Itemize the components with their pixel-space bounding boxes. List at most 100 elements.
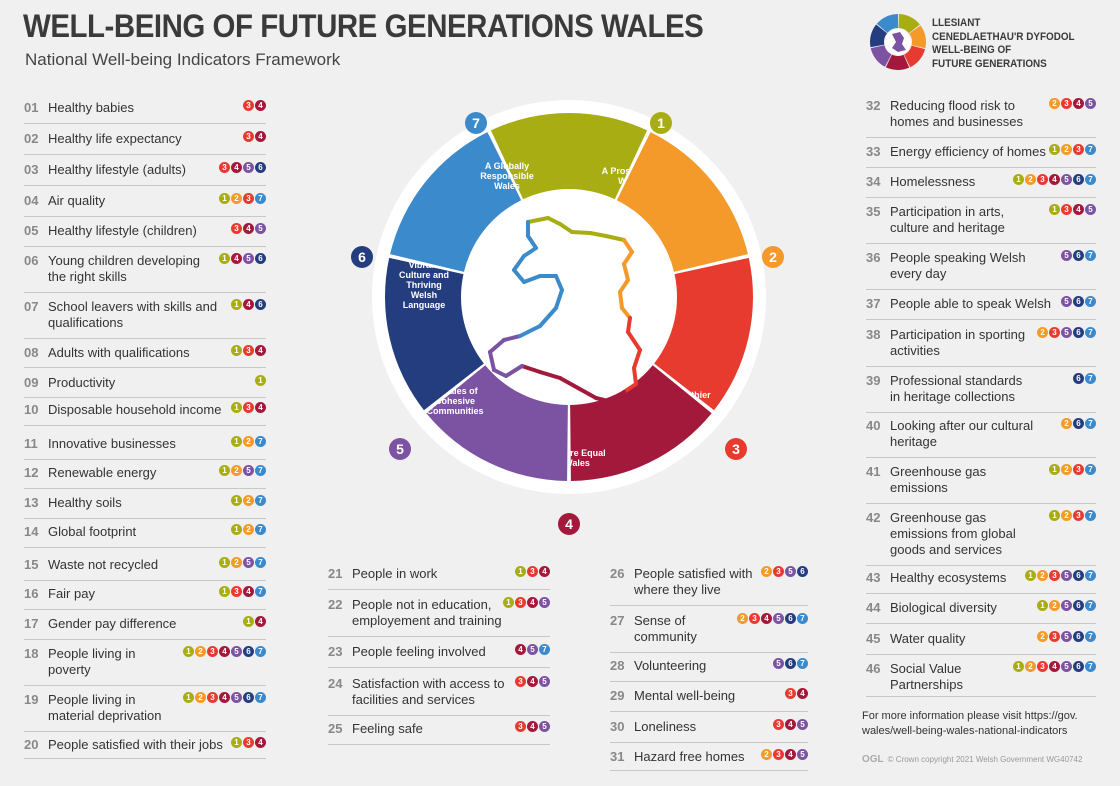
goal-3-badge: 3 xyxy=(773,566,784,577)
indicator-label: Participation in arts, culture and herit… xyxy=(890,204,1005,235)
copyright-text: OGL © Crown copyright 2021 Welsh Governme… xyxy=(862,754,1083,765)
goal-1-badge: 1 xyxy=(231,495,242,506)
goal-1-badge: 1 xyxy=(231,345,242,356)
goal-number-7: 7 xyxy=(472,115,480,131)
indicator-number: 04 xyxy=(24,193,39,208)
indicator-row: 03 Healthy lifestyle (adults) 3 4 5 6 xyxy=(24,162,266,186)
goal-3-badge: 3 xyxy=(207,646,218,657)
wales-map-outline-segment xyxy=(526,234,538,250)
goal-6-badge: 6 xyxy=(1073,250,1084,261)
goal-4-badge: 4 xyxy=(1073,98,1084,109)
wales-map-outline-segment xyxy=(502,334,522,342)
indicator-number: 02 xyxy=(24,131,39,146)
indicator-row: 35 Participation in arts, culture and her… xyxy=(866,204,1096,244)
indicator-label: Loneliness xyxy=(634,719,697,734)
indicator-number: 08 xyxy=(24,345,39,360)
indicator-label: Professional standards in heritage colle… xyxy=(890,373,1023,404)
goal-7-badge: 7 xyxy=(255,436,266,447)
wales-map-outline-segment xyxy=(622,250,634,266)
indicator-row: 39 Professional standards in heritage col… xyxy=(866,373,1096,413)
goal-3-badge: 3 xyxy=(1073,510,1084,521)
indicators-column-3: 26 People satisfied with where they live 2… xyxy=(610,566,808,776)
goal-1-badge: 1 xyxy=(183,646,194,657)
wales-map-outline-segment xyxy=(604,234,626,242)
goal-1-badge: 1 xyxy=(503,597,514,608)
goal-6-badge: 6 xyxy=(1073,327,1084,338)
goal-number-badge-2 xyxy=(762,246,784,268)
goal-5-badge: 5 xyxy=(1061,631,1072,642)
goal-4-badge: 4 xyxy=(243,586,254,597)
indicator-row: 22 People not in education, employement a… xyxy=(328,597,550,637)
indicator-label: Gender pay difference xyxy=(48,616,177,631)
goal-1-badge: 1 xyxy=(1049,204,1060,215)
wales-map-outline-segment xyxy=(554,288,564,310)
indicators-column-2: 21 People in work 1 3 4 22 People not in educa… xyxy=(328,566,550,746)
wales-map-outline-segment xyxy=(522,274,542,284)
indicator-number: 33 xyxy=(866,144,881,159)
indicator-row: 28 Volunteering 5 6 7 xyxy=(610,658,808,682)
goal-6-badge: 6 xyxy=(785,613,796,624)
goal-3-badge: 3 xyxy=(527,566,538,577)
wales-map-outline-segment xyxy=(632,366,638,386)
goal-5-badge: 5 xyxy=(1061,661,1072,672)
indicator-label: Fair pay xyxy=(48,586,95,601)
indicator-label: Reducing flood risk to homes and busines… xyxy=(890,98,1023,129)
goal-number-badge-7 xyxy=(465,112,487,134)
indicator-row: 09 Productivity 1 xyxy=(24,375,266,398)
goal-4-badge: 4 xyxy=(255,131,266,142)
goal-6-badge: 6 xyxy=(1073,661,1084,672)
goal-4-badge: 4 xyxy=(539,566,550,577)
indicator-number: 05 xyxy=(24,223,39,238)
indicator-label: People able to speak Welsh xyxy=(890,296,1051,311)
goal-7-badge: 7 xyxy=(255,646,266,657)
indicator-label: Hazard free homes xyxy=(634,749,745,764)
goal-5-badge: 5 xyxy=(1061,600,1072,611)
goal-6-badge: 6 xyxy=(255,299,266,310)
indicator-row: 31 Hazard free homes 2 3 4 5 xyxy=(610,749,808,771)
indicator-row: 08 Adults with qualifications 1 3 4 xyxy=(24,345,266,368)
wales-map-outline-segment xyxy=(626,330,642,352)
goal-7-badge: 7 xyxy=(255,495,266,506)
goal-3-badge: 3 xyxy=(1073,144,1084,155)
goal-1-badge: 1 xyxy=(183,692,194,703)
page-subtitle: National Well-being Indicators Framework xyxy=(25,50,341,69)
indicator-row: 42 Greenhouse gas emissions from global g… xyxy=(866,510,1096,566)
indicator-label: Mental well-being xyxy=(634,688,736,703)
goal-1-badge: 1 xyxy=(515,566,526,577)
goal-1-badge: 1 xyxy=(1049,144,1060,155)
indicator-label: Global footprint xyxy=(48,524,137,539)
goal-5-badge: 5 xyxy=(243,253,254,264)
goal-segment-3 xyxy=(654,257,753,411)
indicator-row: 07 School leavers with skills and qualifi… xyxy=(24,299,266,339)
indicator-row: 14 Global footprint 1 2 7 xyxy=(24,524,266,548)
future-generations-logo-icon xyxy=(870,14,926,70)
goal-segment-6 xyxy=(385,257,484,411)
wales-map-outline-segment xyxy=(618,290,624,310)
indicator-number: 09 xyxy=(24,375,39,390)
goal-1-badge: 1 xyxy=(255,375,266,386)
page-title: WELL-BEING OF FUTURE GENERATIONS WALES xyxy=(23,8,704,44)
goal-7-badge: 7 xyxy=(1085,600,1096,611)
indicators-column-4: 32 Reducing flood risk to homes and busin… xyxy=(866,98,1096,698)
wales-map-outline-segment xyxy=(588,231,608,238)
goal-5-badge: 5 xyxy=(539,721,550,732)
indicator-row: 17 Gender pay difference 1 4 xyxy=(24,616,266,640)
goal-7-badge: 7 xyxy=(1085,510,1096,521)
goal-6-badge: 6 xyxy=(255,162,266,173)
indicator-number: 06 xyxy=(24,253,39,268)
indicator-number: 44 xyxy=(866,600,881,615)
goal-4-badge: 4 xyxy=(255,737,266,748)
goal-2-badge: 2 xyxy=(1061,144,1072,155)
wales-map-outline-segment xyxy=(526,216,550,224)
indicator-label: Healthy life expectancy xyxy=(48,131,182,146)
